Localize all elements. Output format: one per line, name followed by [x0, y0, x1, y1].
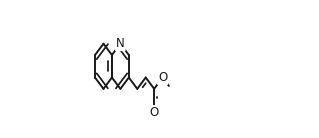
Text: O: O: [158, 71, 167, 84]
Text: O: O: [150, 106, 159, 119]
Text: N: N: [116, 37, 125, 50]
